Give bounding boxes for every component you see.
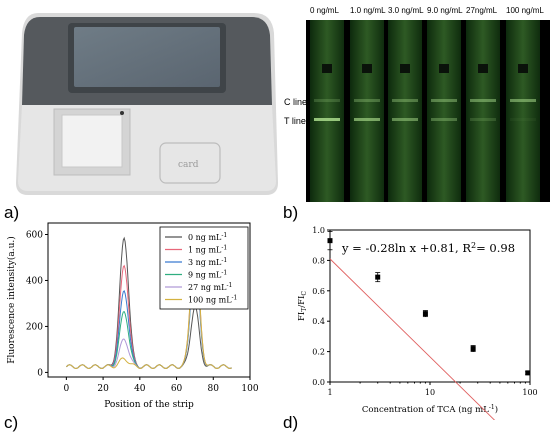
c-line-band [392,99,418,102]
strip-label: 3.0 ng/mL [388,6,424,15]
x-tick-label: 10 [425,388,435,397]
strip-label: 1.0 ng/mL [350,6,386,15]
series-line [66,231,232,370]
strip-label: 9.0 ng/mL [427,6,463,15]
calibration-chart: 1 10 100 0.0 0.2 0.4 0.6 0.8 1.0 Concentration of… [297,226,538,420]
fit-equation: y = -0.28ln x +0.81, R2= 0.98 [341,241,515,255]
test-strips-panel: 0 ng/mL 1.0 ng/mL 3.0 ng/mL 9.0 ng/mL 27ng/m… [306,0,550,202]
data-point [422,311,428,317]
t-line-label: T line [284,116,306,126]
x-axis-title: Position of the strip [104,400,194,410]
strip-window-mark [322,64,332,73]
device-illustration: card [10,5,282,201]
y-tick-label: 0.2 [312,348,325,357]
x-tick-label: 100 [241,384,258,394]
legend-entry: 3 ng mL-1 [188,257,227,267]
t-line-band [431,118,457,121]
test-strip [466,20,500,202]
y-tick-label: 0 [37,368,43,378]
y-tick-label: 0.6 [312,287,325,296]
x-tick-label: 80 [208,384,220,394]
test-strip [388,20,422,202]
t-line-band [314,118,340,121]
y-tick-label: 200 [26,322,43,332]
strip-window-mark [400,64,410,73]
x-tick-label: 100 [522,388,537,397]
c-line-band [510,99,536,102]
legend-entry: 0 ng mL-1 [188,232,227,242]
x-tick-label: 60 [171,384,183,394]
strip-window-mark [362,64,372,73]
fluorescence-chart: 0 20 40 60 80 100 0 200 400 600 Position of the st… [6,222,259,410]
y-tick-label: 400 [26,276,43,286]
test-strip [506,20,540,202]
panel-label-b: b) [283,203,299,222]
y-tick-label: 0.4 [312,317,325,326]
plot-frame [47,222,251,378]
strip-window-mark [518,64,528,73]
t-line-band [510,118,536,121]
y-tick-label: 0.0 [312,378,325,387]
x-tick-label: 1 [327,388,332,397]
strip-label: 100 ng/mL [506,6,544,15]
panel-label-c: c) [4,413,19,432]
y-axis-title: FIT/FIC [297,291,308,321]
legend-box [159,226,249,310]
panel-label-d: d) [283,413,299,432]
legend-entry: 1 ng mL-1 [188,245,227,255]
panel-label-a: a) [4,203,20,222]
c-line-band [354,99,380,102]
strip-label: 0 ng/mL [310,6,339,15]
c-line-band [431,99,457,102]
data-point [375,274,381,280]
test-strip [310,20,344,202]
legend-entry: 100 ng mL-1 [188,295,237,305]
x-tick-label: 40 [134,384,146,394]
fit-line [329,258,496,420]
legend-entry: 9 ng mL-1 [188,270,227,280]
device-photo: card [10,5,282,201]
strip-window-mark [478,64,488,73]
t-line-band [470,118,496,121]
x-tick-label: 20 [97,384,109,394]
strip-label: 27ng/mL [466,6,498,15]
t-line-band [392,118,418,121]
strips-image [306,20,550,202]
x-tick-label: 0 [63,384,69,394]
y-tick-label: 0.8 [312,256,325,265]
test-strip [350,20,384,202]
c-line-band [314,99,340,102]
card-label: card [178,160,199,170]
legend-entry: 27 ng mL-1 [188,282,232,292]
c-line-label: C line [284,97,308,107]
data-point [525,370,531,376]
t-line-band [354,118,380,121]
y-axis-title: Fluorescence intensity(a.u.) [6,236,17,364]
y-tick-label: 1.0 [312,226,325,235]
test-strip [427,20,461,202]
y-tick-label: 600 [26,230,43,240]
x-axis-title: Concentration of TCA (ng mL-1) [362,404,498,415]
data-point [327,238,333,244]
data-point [470,346,476,352]
strip-window-mark [439,64,449,73]
c-line-band [470,99,496,102]
